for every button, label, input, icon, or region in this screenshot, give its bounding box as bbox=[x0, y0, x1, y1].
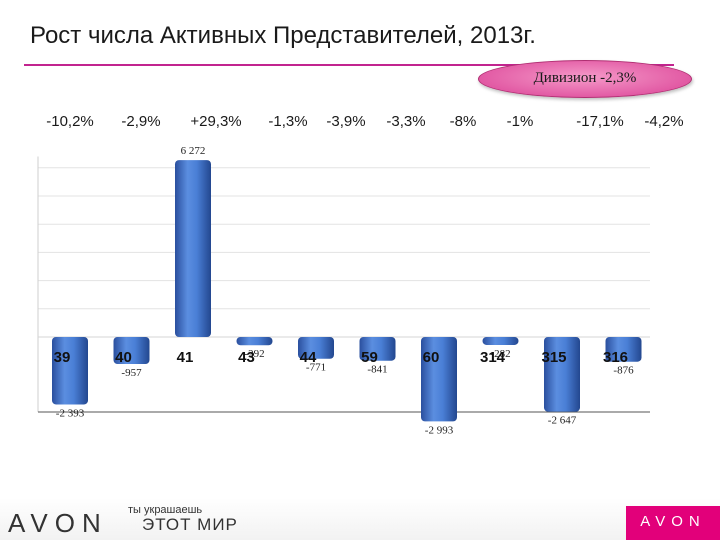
percent-change-label: -8% bbox=[450, 113, 477, 130]
bar bbox=[544, 337, 580, 412]
category-label: 316 bbox=[603, 349, 628, 366]
chart-bars bbox=[52, 160, 642, 422]
bar bbox=[605, 337, 642, 362]
bar bbox=[113, 337, 150, 364]
division-badge: Дивизион -2,3% bbox=[478, 60, 692, 98]
percent-change-label: -1% bbox=[507, 113, 534, 130]
percent-change-label: -10,2% bbox=[46, 113, 94, 130]
category-label: 60 bbox=[423, 349, 440, 366]
footer: AVON ты украшаешь ЭТОТ МИР AVON bbox=[0, 498, 720, 540]
percent-change-label: +29,3% bbox=[190, 113, 241, 130]
bar bbox=[482, 337, 519, 345]
category-label: 44 bbox=[300, 349, 317, 366]
data-label: -2 393 bbox=[56, 407, 85, 419]
footer-background bbox=[0, 498, 720, 540]
category-label: 41 bbox=[177, 349, 194, 366]
percent-change-label: -4,2% bbox=[644, 113, 683, 130]
bar bbox=[236, 337, 273, 346]
percent-change-label: -17,1% bbox=[576, 113, 624, 130]
data-label: -282 bbox=[490, 348, 510, 360]
bar bbox=[421, 337, 457, 422]
tagline-small: ты украшаешь bbox=[128, 504, 203, 516]
category-label: 43 bbox=[238, 349, 255, 366]
data-label: 6 272 bbox=[181, 145, 206, 157]
bar bbox=[52, 337, 88, 405]
percent-change-label: -3,3% bbox=[386, 113, 425, 130]
avon-brand-mark: AVON bbox=[626, 506, 720, 540]
bar bbox=[298, 337, 334, 359]
data-label: -2 993 bbox=[425, 424, 454, 436]
data-label: -292 bbox=[244, 348, 264, 360]
percent-change-label: -3,9% bbox=[326, 113, 365, 130]
percent-change-label: -1,3% bbox=[268, 113, 307, 130]
data-label: -841 bbox=[367, 364, 387, 376]
category-label: 314 bbox=[480, 349, 506, 366]
page-title: Рост числа Активных Представителей, 2013… bbox=[30, 22, 536, 49]
data-label: -957 bbox=[121, 367, 142, 379]
title-divider bbox=[24, 64, 674, 66]
category-label: 315 bbox=[541, 349, 566, 366]
bar bbox=[175, 160, 211, 337]
data-label: -2 647 bbox=[548, 415, 577, 427]
tagline-large: ЭТОТ МИР bbox=[142, 515, 238, 534]
bar bbox=[359, 337, 396, 361]
category-label: 59 bbox=[361, 349, 378, 366]
avon-logo: AVON bbox=[8, 508, 108, 538]
category-label: 40 bbox=[115, 349, 132, 366]
data-label: -771 bbox=[306, 362, 326, 374]
avon-brand-mark-text: AVON bbox=[640, 513, 706, 530]
division-badge-label: Дивизион -2,3% bbox=[533, 70, 637, 86]
percent-change-label: -2,9% bbox=[121, 113, 160, 130]
category-label: 39 bbox=[54, 349, 71, 366]
data-label: -876 bbox=[613, 365, 634, 377]
